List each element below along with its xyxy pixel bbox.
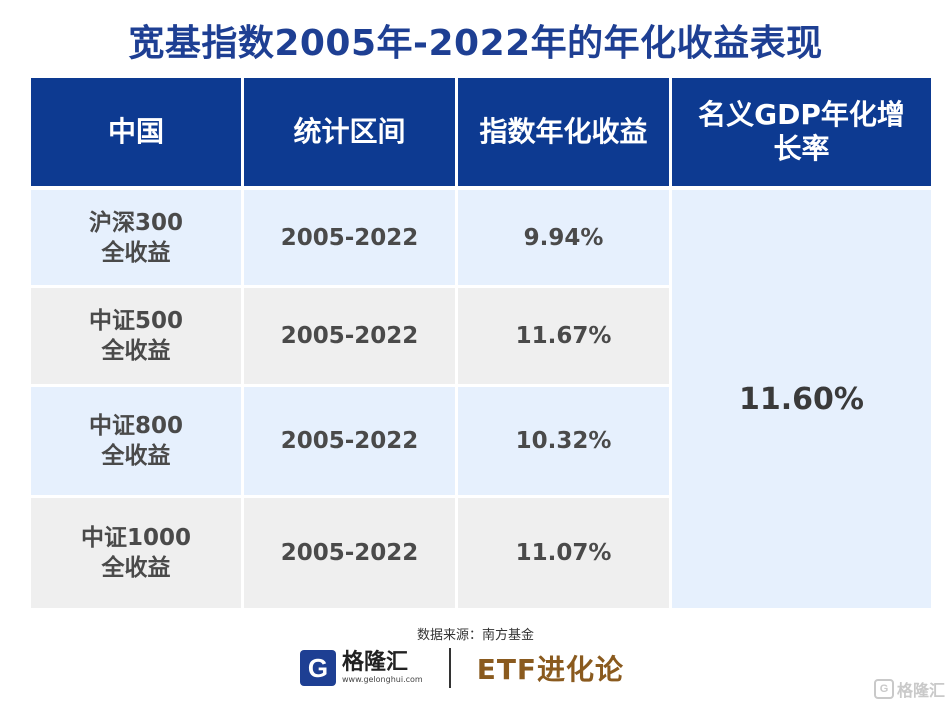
row-1-return: 9.94% [458, 190, 669, 285]
footer-divider [448, 648, 451, 688]
source-note: 数据来源：南方基金 [416, 628, 534, 643]
gelonghui-logo-icon: G [300, 650, 336, 686]
gelonghui-logo-text: 格隆汇 www.gelonghui.com [342, 651, 423, 685]
row-2-period: 2005-2022 [244, 288, 455, 384]
page-title: 宽基指数2005年-2022年的年化收益表现 [128, 23, 823, 64]
watermark-logo-icon: G [873, 679, 894, 699]
logo-name: 格隆汇 [342, 650, 409, 675]
row-1-period: 2005-2022 [244, 190, 455, 285]
row-2-name: 中证500 全收益 [31, 288, 241, 384]
etf-brand: ETF进化论 [476, 653, 625, 686]
row-4-name: 中证1000 全收益 [31, 498, 241, 608]
header-period: 统计区间 [244, 78, 455, 186]
row-2-return: 11.67% [458, 288, 669, 384]
footer-branding: G 格隆汇 www.gelonghui.com ETF进化论 [300, 646, 624, 690]
watermark-text: 格隆汇 [896, 681, 945, 700]
logo-url: www.gelonghui.com [342, 675, 423, 684]
watermark: G 格隆汇 [873, 677, 945, 701]
header-index-return: 指数年化收益 [458, 78, 669, 186]
row-3-period: 2005-2022 [244, 387, 455, 495]
row-1-name: 沪深300 全收益 [31, 190, 241, 285]
row-4-return: 11.07% [458, 498, 669, 608]
gdp-growth-value: 11.60% [672, 190, 931, 608]
row-3-return: 10.32% [458, 387, 669, 495]
header-gdp-growth: 名义GDP年化增 长率 [672, 78, 931, 186]
row-4-period: 2005-2022 [244, 498, 455, 608]
row-3-name: 中证800 全收益 [31, 387, 241, 495]
header-country: 中国 [31, 78, 241, 186]
returns-table: 中国 统计区间 指数年化收益 名义GDP年化增 长率 沪深300 全收益 200… [31, 78, 931, 608]
